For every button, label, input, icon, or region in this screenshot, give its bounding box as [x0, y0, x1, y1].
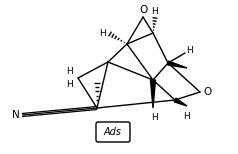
Polygon shape — [174, 98, 187, 106]
Text: O: O — [203, 87, 211, 97]
Text: H: H — [66, 79, 73, 89]
Text: H: H — [152, 7, 158, 16]
Text: H: H — [66, 67, 73, 75]
Text: N: N — [12, 110, 20, 120]
Text: O: O — [139, 5, 147, 15]
Text: H: H — [184, 112, 190, 121]
Text: H: H — [99, 28, 106, 38]
Text: H: H — [152, 113, 158, 122]
Text: Ads: Ads — [104, 127, 122, 137]
Polygon shape — [168, 61, 187, 68]
Text: H: H — [186, 45, 193, 55]
Polygon shape — [150, 80, 155, 108]
FancyBboxPatch shape — [96, 122, 130, 142]
